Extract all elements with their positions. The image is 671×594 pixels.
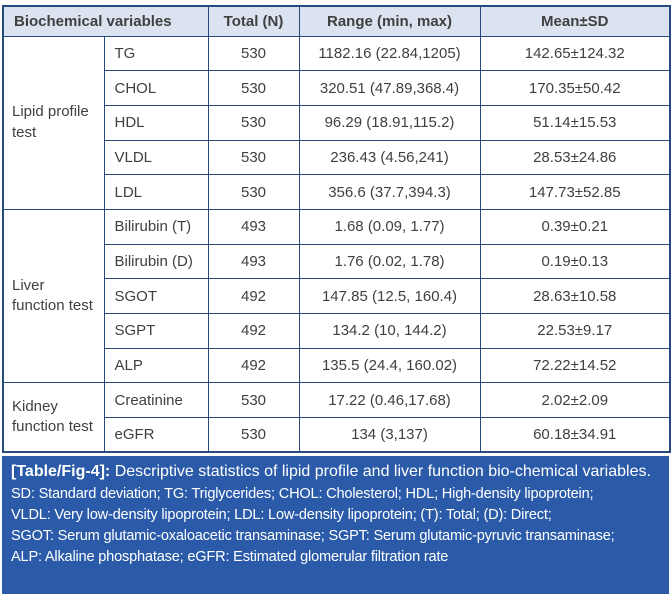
table-row: HDL 530 96.29 (18.91,115.2) 51.14±15.53: [3, 104, 671, 141]
table-row: SGPT 492 134.2 (10, 144.2) 22.53±9.17: [3, 313, 671, 349]
mean-sd-cell: 142.65±124.32: [479, 35, 671, 72]
table-row: Bilirubin (D) 493 1.76 (0.02, 1.78) 0.19±0.…: [3, 243, 671, 280]
mean-sd-cell: 2.02±2.09: [479, 382, 671, 419]
mean-sd-cell: 28.53±24.86: [479, 139, 671, 176]
variable-cell: TG: [103, 35, 209, 72]
mean-sd-cell: 147.73±52.85: [479, 174, 671, 210]
range-cell: 1.76 (0.02, 1.78): [298, 243, 481, 280]
abbreviation-line: SD: Standard deviation; TG: Triglyceride…: [11, 486, 594, 503]
variable-cell: eGFR: [103, 417, 209, 453]
table-row: eGFR 530 134 (3,137) 60.18±34.91: [3, 417, 671, 453]
total-cell: 530: [207, 139, 300, 176]
range-cell: 147.85 (12.5, 160.4): [298, 278, 481, 314]
table-row: Lipid profile test TG 530 1182.16 (22.84,12…: [2, 35, 671, 210]
variable-cell: SGPT: [103, 313, 209, 349]
total-cell: 530: [207, 174, 300, 210]
variable-cell: ALP: [103, 347, 209, 384]
variable-cell: VLDL: [103, 139, 209, 176]
range-cell: 96.29 (18.91,115.2): [298, 104, 481, 141]
mean-sd-cell: 22.53±9.17: [479, 313, 671, 349]
table-row: Liver function test Bilirubin (T) 493 1.68 …: [2, 208, 671, 384]
group-label: Liver function test: [2, 208, 105, 384]
column-header-biochemical-variables: Biochemical variables: [2, 5, 209, 37]
mean-sd-cell: 170.35±50.42: [479, 70, 671, 106]
group-label: Kidney function test: [2, 382, 105, 453]
mean-sd-cell: 60.18±34.91: [479, 417, 671, 453]
total-cell: 530: [207, 104, 300, 141]
range-cell: 135.5 (24.4, 160.02): [298, 347, 481, 384]
mean-sd-cell: 28.63±10.58: [479, 278, 671, 314]
total-cell: 493: [207, 208, 300, 245]
mean-sd-cell: 0.39±0.21: [479, 208, 671, 245]
figure-label: [Table/Fig-4]:: [11, 463, 111, 481]
table-row: CHOL 530 320.51 (47.89,368.4) 170.35±50.42: [3, 70, 671, 106]
range-cell: 356.6 (37.7,394.3): [298, 174, 481, 210]
total-cell: 492: [207, 347, 300, 384]
mean-sd-cell: 72.22±14.52: [479, 347, 671, 384]
total-cell: 492: [207, 313, 300, 349]
range-cell: 1.68 (0.09, 1.77): [298, 208, 481, 245]
mean-sd-cell: 51.14±15.53: [479, 104, 671, 141]
total-cell: 530: [207, 382, 300, 419]
column-header-mean-sd: Mean±SD: [479, 5, 671, 37]
variable-cell: SGOT: [103, 278, 209, 314]
table-body: Lipid profile test TG 530 1182.16 (22.84,12…: [2, 35, 671, 453]
variable-cell: Bilirubin (T): [103, 208, 209, 245]
table-row: LDL 530 356.6 (37.7,394.3) 147.73±52.85: [3, 174, 671, 210]
range-cell: 134.2 (10, 144.2): [298, 313, 481, 349]
table-row: SGOT 492 147.85 (12.5, 160.4) 28.63±10.58: [3, 278, 671, 314]
caption-text: Descriptive statistics of lipid profile …: [110, 463, 651, 481]
total-cell: 530: [207, 35, 300, 72]
range-cell: 236.43 (4.56,241): [298, 139, 481, 176]
table-header-row: Biochemical variables Total (N) Range (m…: [2, 5, 671, 37]
range-cell: 1182.16 (22.84,1205): [298, 35, 481, 72]
variable-cell: CHOL: [103, 70, 209, 106]
range-cell: 134 (3,137): [298, 417, 481, 453]
total-cell: 530: [207, 417, 300, 453]
caption-band: [Table/Fig-4]: Descriptive statistics of…: [2, 456, 669, 594]
variable-cell: Creatinine: [103, 382, 209, 419]
table-row: ALP 492 135.5 (24.4, 160.02) 72.22±14.52: [3, 347, 671, 384]
abbreviation-line: ALP: Alkaline phosphatase; eGFR: Estimat…: [11, 548, 449, 565]
group-label: Lipid profile test: [2, 35, 105, 210]
table-row: VLDL 530 236.43 (4.56,241) 28.53±24.86: [3, 139, 671, 176]
total-cell: 530: [207, 70, 300, 106]
range-cell: 320.51 (47.89,368.4): [298, 70, 481, 106]
total-cell: 493: [207, 243, 300, 280]
abbreviation-line: SGOT: Serum glutamic-oxaloacetic transam…: [11, 527, 615, 544]
column-header-range: Range (min, max): [298, 5, 481, 37]
abbreviation-line: VLDL: Very low-density lipoprotein; LDL:…: [11, 507, 552, 524]
mean-sd-cell: 0.19±0.13: [479, 243, 671, 280]
total-cell: 492: [207, 278, 300, 314]
column-header-total-n: Total (N): [207, 5, 300, 37]
biochemical-variables-table: Biochemical variables Total (N) Range (m…: [2, 5, 671, 454]
variable-cell: LDL: [103, 174, 209, 210]
variable-cell: Bilirubin (D): [103, 243, 209, 280]
variable-cell: HDL: [103, 104, 209, 141]
table-caption: [Table/Fig-4]: Descriptive statistics of…: [11, 461, 660, 482]
range-cell: 17.22 (0.46,17.68): [298, 382, 481, 419]
table-row: Kidney function test Creatinine 530 17.22 (…: [2, 382, 671, 453]
